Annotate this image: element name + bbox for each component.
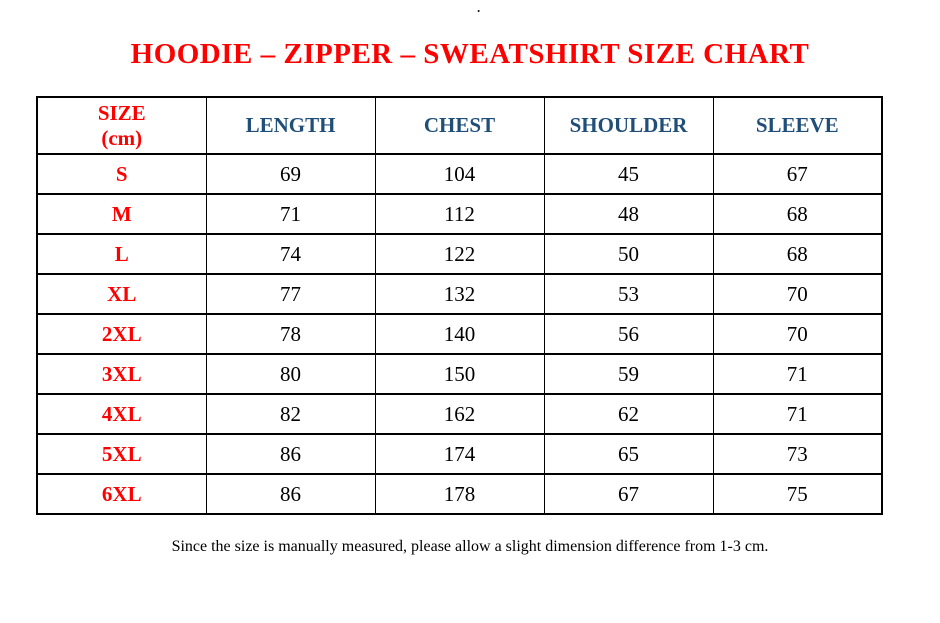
table-row: 6XL 86 178 67 75 <box>36 473 883 515</box>
sleeve-cell: 70 <box>712 273 883 315</box>
size-cell: XL <box>36 273 207 315</box>
chest-cell: 104 <box>374 153 545 195</box>
length-cell: 78 <box>205 313 376 355</box>
shoulder-cell: 59 <box>543 353 714 395</box>
sleeve-cell: 75 <box>712 473 883 515</box>
chest-cell: 140 <box>374 313 545 355</box>
size-chart-table: SIZE (cm) LENGTH CHEST SHOULDER SLEEVE S… <box>36 96 883 515</box>
size-cell: L <box>36 233 207 275</box>
sleeve-cell: 67 <box>712 153 883 195</box>
sleeve-cell: 71 <box>712 393 883 435</box>
length-cell: 71 <box>205 193 376 235</box>
size-cell: 3XL <box>36 353 207 395</box>
length-cell: 80 <box>205 353 376 395</box>
sleeve-cell: 68 <box>712 193 883 235</box>
shoulder-cell: 53 <box>543 273 714 315</box>
shoulder-cell: 48 <box>543 193 714 235</box>
table-row: M 71 112 48 68 <box>36 193 883 235</box>
length-cell: 82 <box>205 393 376 435</box>
length-cell: 86 <box>205 473 376 515</box>
measurement-disclaimer: Since the size is manually measured, ple… <box>171 538 769 555</box>
length-cell: 74 <box>205 233 376 275</box>
page-title: HOODIE – ZIPPER – SWEATSHIRT SIZE CHART <box>130 38 810 70</box>
shoulder-cell: 67 <box>543 473 714 515</box>
table-row: S 69 104 45 67 <box>36 153 883 195</box>
length-cell: 86 <box>205 433 376 475</box>
size-header-line2: (cm) <box>101 125 143 150</box>
sleeve-cell: 70 <box>712 313 883 355</box>
length-cell: 77 <box>205 273 376 315</box>
column-header-shoulder: SHOULDER <box>543 96 714 155</box>
table-row: L 74 122 50 68 <box>36 233 883 275</box>
size-cell: 2XL <box>36 313 207 355</box>
sleeve-cell: 71 <box>712 353 883 395</box>
table-row: 4XL 82 162 62 71 <box>36 393 883 435</box>
sleeve-cell: 73 <box>712 433 883 475</box>
top-dot-mark: . <box>477 0 481 15</box>
chest-cell: 112 <box>374 193 545 235</box>
size-cell: S <box>36 153 207 195</box>
shoulder-cell: 50 <box>543 233 714 275</box>
sleeve-cell: 68 <box>712 233 883 275</box>
column-header-chest: CHEST <box>374 96 545 155</box>
size-cell: 5XL <box>36 433 207 475</box>
table-row: XL 77 132 53 70 <box>36 273 883 315</box>
chest-cell: 150 <box>374 353 545 395</box>
shoulder-cell: 45 <box>543 153 714 195</box>
size-cell: M <box>36 193 207 235</box>
column-header-sleeve: SLEEVE <box>712 96 883 155</box>
column-header-length: LENGTH <box>205 96 376 155</box>
chest-cell: 174 <box>374 433 545 475</box>
table-header-row: SIZE (cm) LENGTH CHEST SHOULDER SLEEVE <box>36 96 883 155</box>
column-header-size: SIZE (cm) <box>36 96 207 155</box>
chest-cell: 122 <box>374 233 545 275</box>
shoulder-cell: 62 <box>543 393 714 435</box>
table-row: 3XL 80 150 59 71 <box>36 353 883 395</box>
size-cell: 6XL <box>36 473 207 515</box>
size-header-line1: SIZE <box>97 101 146 126</box>
size-cell: 4XL <box>36 393 207 435</box>
table-row: 2XL 78 140 56 70 <box>36 313 883 355</box>
shoulder-cell: 56 <box>543 313 714 355</box>
chest-cell: 132 <box>374 273 545 315</box>
table-row: 5XL 86 174 65 73 <box>36 433 883 475</box>
shoulder-cell: 65 <box>543 433 714 475</box>
chest-cell: 178 <box>374 473 545 515</box>
chest-cell: 162 <box>374 393 545 435</box>
length-cell: 69 <box>205 153 376 195</box>
table-body: S 69 104 45 67 M 71 112 48 68 L 74 122 50 68 XL 77 132 53 7… <box>36 153 883 515</box>
